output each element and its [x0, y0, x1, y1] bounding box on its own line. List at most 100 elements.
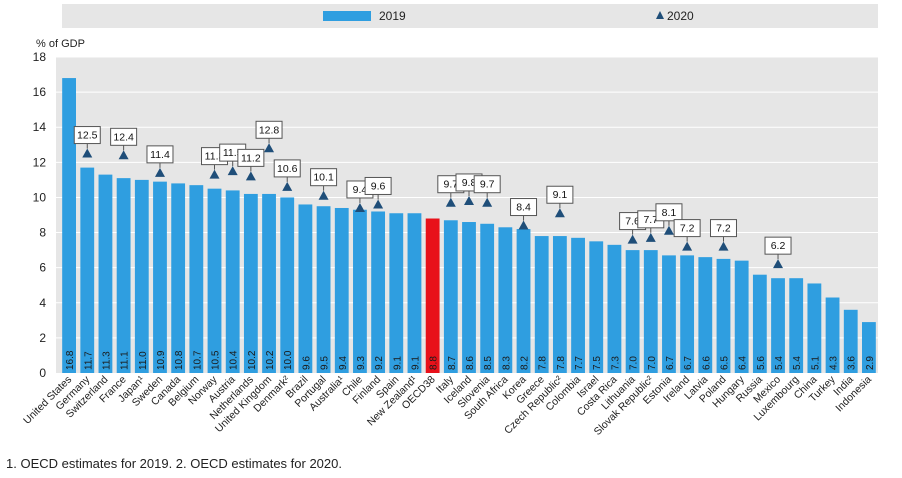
- bar: [171, 183, 186, 373]
- legend-label-2020: 2020: [667, 9, 694, 23]
- bar: [80, 167, 95, 373]
- callout-box: [673, 219, 701, 238]
- callout-box: [364, 176, 392, 195]
- callout-value-label: 10.6: [277, 163, 298, 175]
- marker-2020: [118, 150, 129, 160]
- bar-value-label: 5.4: [792, 356, 803, 370]
- bar-value-label: 8.6: [465, 356, 476, 370]
- bar: [534, 236, 549, 373]
- y-tick-label: 12: [33, 155, 47, 169]
- bar-value-label: 5.1: [810, 356, 821, 370]
- marker-2020: [482, 197, 493, 207]
- marker-2020: [445, 197, 456, 207]
- callout-value-label: 6.2: [771, 240, 786, 252]
- y-tick-label: 10: [33, 190, 47, 204]
- bar: [734, 260, 749, 373]
- bar: [353, 209, 367, 373]
- bar: [843, 309, 858, 373]
- marker-2020: [373, 199, 384, 209]
- bar: [316, 206, 331, 373]
- callout-value-label: 9.1: [553, 189, 568, 201]
- callout-box: [655, 203, 683, 222]
- bar-value-label: 9.3: [356, 356, 367, 370]
- bar: [207, 188, 222, 373]
- bar-value-label: 9.2: [374, 356, 385, 370]
- callout-box: [237, 148, 265, 167]
- callout-box: [510, 198, 538, 217]
- marker-2020: [464, 195, 474, 205]
- marker-2020: [682, 241, 693, 251]
- bar-value-label: 5.4: [774, 356, 785, 370]
- marker-2020: [645, 232, 656, 242]
- bar: [262, 193, 276, 373]
- bar-value-label: 7.8: [538, 356, 549, 370]
- bar-value-label: 6.6: [701, 356, 712, 370]
- marker-2020: [154, 167, 165, 177]
- bar-value-label: 7.0: [629, 356, 640, 370]
- callout-value-label: 12.5: [77, 130, 98, 142]
- marker-2020: [227, 166, 238, 176]
- bar-value-label: 3.6: [847, 356, 858, 370]
- footnote: 1. OECD estimates for 2019. 2. OECD esti…: [6, 456, 342, 471]
- legend-swatch-2019: [323, 11, 371, 21]
- legend-marker-2020-icon: [656, 11, 664, 19]
- marker-2020: [354, 202, 365, 212]
- callout-box: [310, 168, 338, 187]
- bar-value-label: 6.7: [665, 356, 676, 370]
- bar-value-label: 7.0: [647, 356, 658, 370]
- bar-value-label: 10.7: [192, 350, 203, 370]
- callout-box: [709, 219, 737, 238]
- bar-value-label: 8.7: [447, 356, 458, 370]
- callout-value-label: 7.2: [716, 223, 731, 235]
- bar-value-label: 11.0: [138, 351, 149, 370]
- bar: [480, 223, 495, 373]
- callout-box: [546, 185, 574, 204]
- callout-box: [110, 127, 138, 146]
- bar-value-label: 2.9: [865, 356, 876, 370]
- bar-value-label: 10.2: [265, 350, 276, 370]
- callout-value-label: 8.4: [516, 202, 531, 214]
- bar: [807, 283, 822, 373]
- bar: [825, 297, 840, 373]
- bar-value-label: 9.1: [392, 356, 403, 370]
- marker-2020: [209, 169, 220, 179]
- bar: [334, 207, 349, 373]
- bar: [516, 229, 531, 373]
- bar: [189, 185, 204, 373]
- bar: [625, 250, 640, 373]
- callout-value-label: 7.2: [680, 223, 695, 235]
- marker-2020: [627, 234, 638, 244]
- bar: [462, 222, 476, 373]
- y-tick-label: 4: [39, 296, 46, 310]
- bar: [589, 241, 604, 373]
- bar-value-label: 8.2: [520, 356, 531, 370]
- callout-value-label: 9.6: [371, 180, 386, 192]
- legend-label-2019: 2019: [379, 9, 406, 23]
- bar: [789, 278, 804, 373]
- callout-value-label: 9.8: [462, 177, 477, 189]
- bar-value-label: 10.8: [174, 350, 185, 370]
- bar: [298, 204, 313, 373]
- bar: [552, 236, 567, 373]
- bar: [371, 211, 386, 373]
- bar-value-label: 10.4: [229, 350, 240, 370]
- callout-box: [473, 175, 501, 194]
- callout-value-label: 8.1: [662, 207, 677, 219]
- marker-2020: [282, 181, 293, 191]
- callout-box: [273, 159, 301, 178]
- bar-value-label: 10.0: [283, 350, 294, 370]
- bar: [116, 178, 131, 373]
- callout-value-label: 9.7: [480, 179, 495, 191]
- callout-value-label: 9.4: [353, 184, 368, 196]
- y-tick-label: 6: [39, 261, 46, 275]
- callout-value-label: 7.6: [625, 216, 640, 228]
- callout-value-label: 7.7: [643, 214, 658, 226]
- callout-value-label: 12.4: [113, 131, 134, 143]
- callout-box: [73, 126, 101, 145]
- bar-value-label: 6.4: [738, 356, 749, 370]
- bar-value-label: 9.1: [410, 356, 421, 370]
- bar: [280, 197, 295, 373]
- bar-value-label: 6.7: [683, 356, 694, 370]
- bar: [662, 255, 676, 373]
- bar: [62, 78, 76, 374]
